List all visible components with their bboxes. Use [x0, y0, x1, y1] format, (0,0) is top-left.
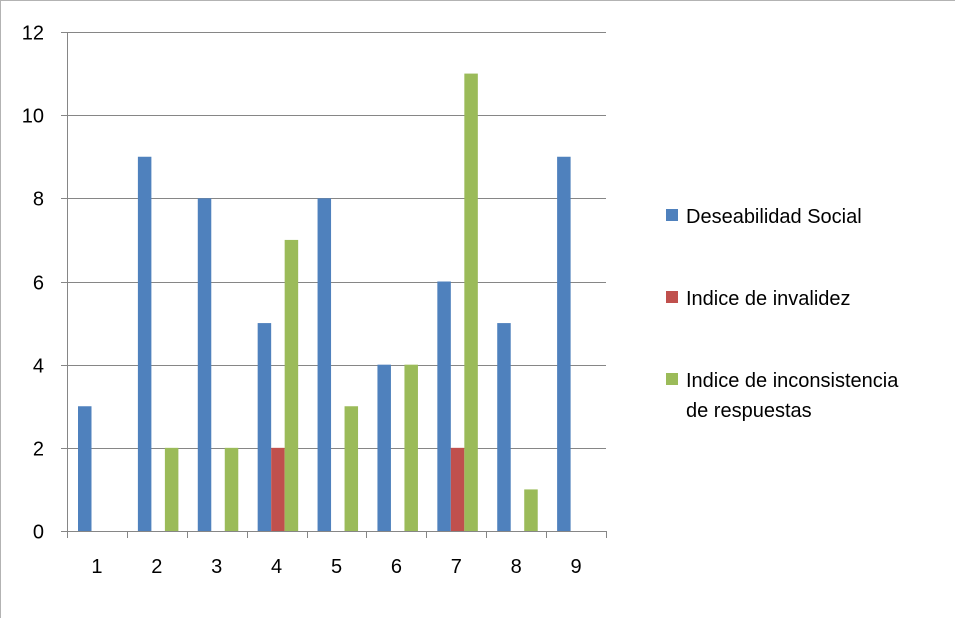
y-tick-label: 0: [33, 522, 44, 544]
x-tick-label: 5: [331, 556, 342, 578]
bar-series-1-cat-7: [437, 281, 451, 531]
bar-series-3-cat-6: [404, 364, 418, 531]
x-tick-label: 2: [151, 556, 162, 578]
y-tick-label: 12: [22, 23, 44, 45]
gridlines: [67, 32, 606, 449]
bar-series-1-cat-3: [197, 198, 212, 532]
bar-series-2-cat-4: [271, 447, 285, 531]
bar-series-1-cat-4: [257, 323, 272, 531]
y-tick-labels: 0 2 4 6 8 10 12: [22, 23, 44, 544]
bars: [78, 73, 571, 532]
bar-series-1-cat-9: [557, 156, 571, 531]
bar-series-1-cat-5: [317, 198, 332, 532]
legend-label-series-3: de respuestas: [686, 400, 812, 422]
y-tick-label: 4: [33, 356, 44, 378]
bar-series-1-cat-2: [137, 156, 152, 531]
x-tick-label: 1: [91, 556, 102, 578]
y-tick-label: 2: [33, 439, 44, 461]
x-tick-label: 3: [211, 556, 222, 578]
bar-series-3-cat-3: [224, 447, 239, 531]
x-tick-label: 9: [570, 556, 581, 578]
y-tick-label: 6: [33, 273, 44, 295]
x-tick-label: 4: [271, 556, 282, 578]
bar-series-3-cat-4: [284, 239, 299, 531]
axes: [61, 32, 607, 538]
legend-swatch-series-2: [666, 291, 678, 303]
legend-swatch-series-3: [666, 373, 678, 385]
bar-series-1-cat-1: [78, 406, 92, 531]
bar-series-2-cat-7: [450, 447, 465, 531]
y-tick-label: 8: [33, 189, 44, 211]
bar-series-3-cat-7: [464, 73, 478, 531]
x-tick-labels: 1 2 3 4 5 6 7 8 9: [91, 556, 581, 578]
x-tick-label: 8: [511, 556, 522, 578]
x-tick-label: 7: [451, 556, 462, 578]
bar-series-3-cat-5: [344, 406, 359, 531]
y-tick-label: 10: [22, 106, 44, 128]
legend-swatch-series-1: [666, 209, 678, 221]
legend: Deseabilidad Social Indice de invalidez In…: [666, 206, 899, 422]
legend-label-series-3: Indice de inconsistencia: [686, 370, 899, 392]
bar-series-3-cat-2: [164, 447, 179, 531]
bar-series-3-cat-8: [524, 489, 538, 531]
legend-label-series-2: Indice de invalidez: [686, 288, 851, 310]
bar-series-1-cat-8: [497, 323, 511, 531]
bar-series-1-cat-6: [377, 364, 391, 531]
legend-label-series-1: Deseabilidad Social: [686, 206, 862, 228]
x-tick-label: 6: [391, 556, 402, 578]
